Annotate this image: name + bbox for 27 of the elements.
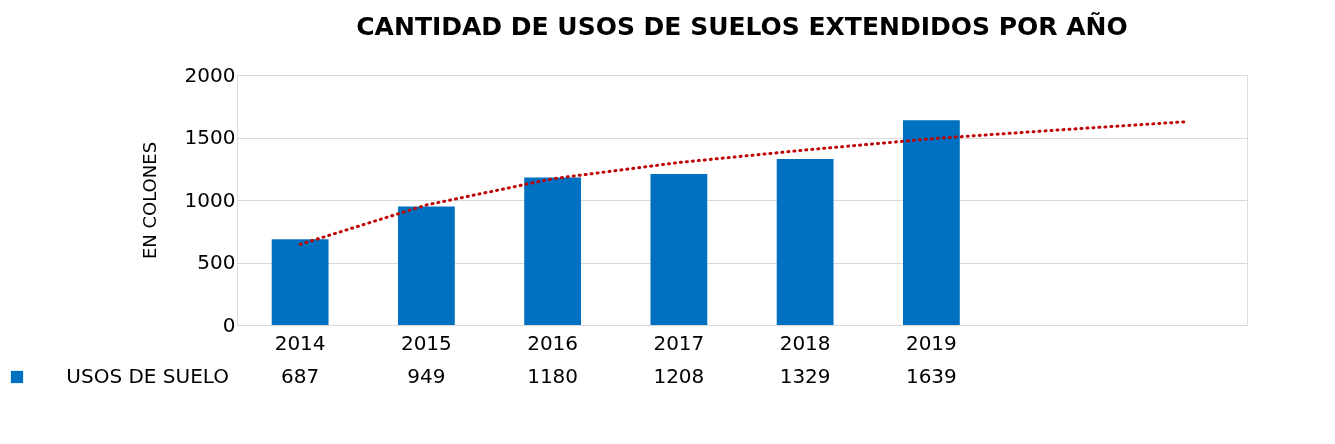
- bar: [397, 206, 455, 325]
- x-tick-label: 2015: [400, 330, 452, 355]
- x-tick-label: 2019: [905, 330, 957, 355]
- data-label: 1329: [779, 364, 831, 388]
- y-tick-label: 2000: [184, 62, 236, 87]
- bar: [524, 177, 582, 325]
- x-tick-label: 2017: [653, 330, 705, 355]
- bar: [776, 158, 834, 325]
- x-tick-label: 2014: [274, 330, 326, 355]
- data-label: 949: [407, 364, 446, 388]
- x-tick-label: 2018: [779, 330, 831, 355]
- data-label: 687: [281, 364, 320, 388]
- bar: [902, 120, 960, 325]
- data-label: 1639: [905, 364, 957, 388]
- legend-label: USOS DE SUELO: [66, 364, 229, 388]
- x-tick-label: 2016: [527, 330, 579, 355]
- chart-title: CANTIDAD DE USOS DE SUELOS EXTENDIDOS POR AÑO: [356, 12, 1128, 41]
- data-label: 1180: [527, 364, 579, 388]
- y-tick-label: 0: [222, 312, 236, 337]
- bar: [271, 239, 329, 325]
- line-series: [298, 120, 1186, 246]
- data-label: 1208: [653, 364, 705, 388]
- y-tick-label: 500: [197, 250, 236, 274]
- bar: [650, 174, 708, 325]
- y-axis-title: EN COLONES: [138, 141, 160, 260]
- y-tick-label: 1500: [184, 125, 236, 149]
- y-tick-label: 1000: [184, 187, 236, 212]
